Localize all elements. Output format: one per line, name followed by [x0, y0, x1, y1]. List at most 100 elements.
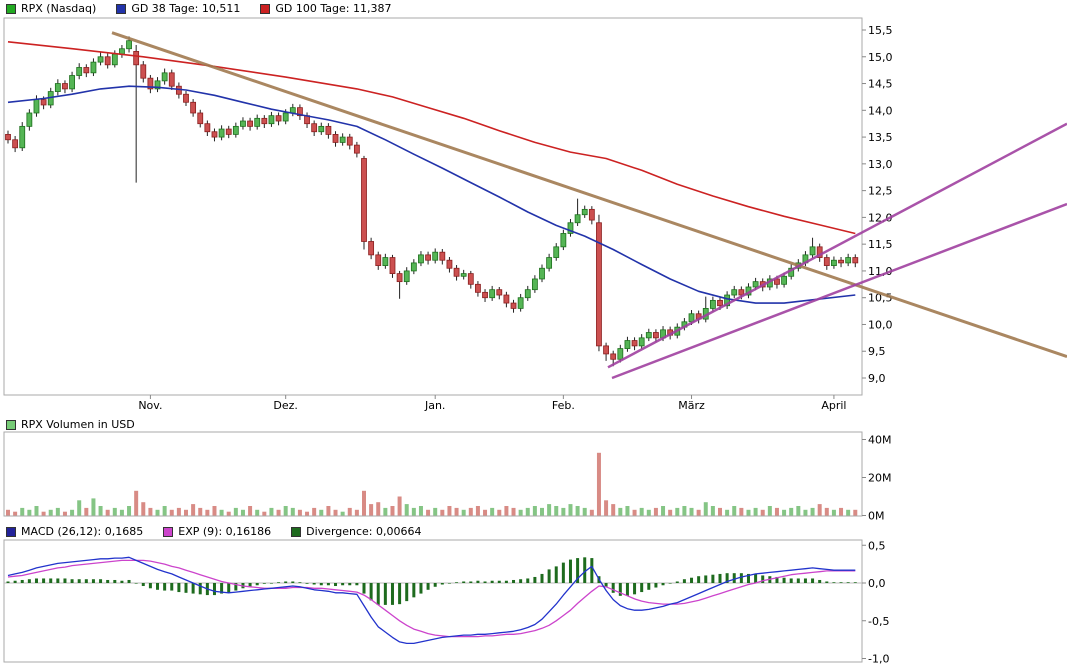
divergence-bar	[440, 583, 444, 585]
divergence-bar	[49, 578, 53, 583]
volume-bar	[440, 509, 445, 516]
candle-body	[838, 259, 844, 264]
divergence-bar	[227, 583, 231, 593]
volume-bar	[77, 500, 82, 516]
divergence-bar	[675, 581, 679, 583]
price-axis-label: 13,5	[868, 131, 893, 144]
divergence-bar	[191, 583, 195, 594]
macd-axis-label: 0,0	[868, 577, 886, 590]
macd-panel-frame	[3, 539, 863, 663]
candle-body	[638, 337, 645, 347]
candle-body	[439, 251, 446, 261]
divergence-bar	[277, 582, 281, 583]
legend-item-divergence: Divergence: 0,00664	[291, 525, 422, 538]
candle-body	[617, 348, 624, 360]
volume-bar	[105, 509, 110, 516]
candle-body	[183, 93, 189, 103]
volume-bar	[575, 506, 580, 516]
volume-legend: RPX Volumen in USD	[6, 418, 135, 431]
price-axis-label: 14,0	[868, 104, 893, 117]
volume-bar	[48, 509, 53, 516]
divergence-bar	[469, 581, 473, 583]
divergence-bar	[732, 573, 736, 583]
divergence-bar	[647, 583, 651, 590]
volume-axis-label: 0M	[868, 510, 885, 523]
price-axis-label: 9,5	[868, 345, 886, 358]
candle-body	[425, 254, 431, 261]
divergence-bar	[369, 583, 373, 601]
divergence-bar	[127, 579, 131, 583]
volume-axis-label: 40M	[868, 434, 892, 447]
volume-bar	[184, 509, 188, 516]
volume-bar	[518, 509, 523, 516]
price-axis-label: 11,5	[868, 238, 893, 251]
volume-bar	[383, 507, 388, 516]
candle-body	[752, 281, 759, 288]
candle-body	[353, 144, 360, 154]
candle-body	[254, 117, 261, 127]
divergence-bar	[583, 557, 587, 583]
candle-body	[361, 158, 367, 242]
candle-body	[126, 40, 132, 50]
divergence-bar	[419, 583, 423, 594]
candle-body	[83, 67, 90, 74]
divergence-bar	[547, 569, 551, 583]
divergence-bar	[576, 558, 580, 583]
candle-body	[268, 115, 275, 125]
divergence-bar	[20, 579, 24, 583]
legend-item-macd: MACD (26,12): 0,1685	[6, 525, 143, 538]
volume-axis-label: 20M	[868, 472, 892, 485]
candle-body	[588, 208, 595, 221]
exp-line	[7, 559, 856, 638]
volume-bar	[831, 509, 836, 516]
gd100-line	[7, 41, 856, 235]
candle-body	[190, 101, 197, 114]
divergence-bar	[796, 578, 800, 583]
divergence-bar	[697, 576, 701, 583]
candle-body	[54, 83, 61, 92]
volume-bar	[454, 507, 459, 516]
candle-body	[211, 131, 218, 138]
candle-body	[446, 259, 453, 269]
candle-body	[610, 353, 617, 360]
price-axis-label: 14,5	[868, 78, 893, 91]
uptrend-lower-line	[611, 202, 1067, 380]
divergence-bar	[184, 583, 188, 593]
candle-body	[410, 262, 417, 272]
divergence-bar	[312, 583, 316, 585]
price-legend: RPX (Nasdaq) GD 38 Tage: 10,511 GD 100 T…	[6, 2, 391, 15]
candle-body	[539, 267, 545, 280]
divergence-bar	[412, 583, 416, 598]
volume-bar	[547, 504, 552, 516]
volume-bar	[504, 506, 509, 516]
divergence-bar	[198, 583, 202, 595]
volume-bar	[746, 509, 751, 516]
candle-body	[852, 257, 859, 264]
divergence-bar	[220, 583, 224, 594]
volume-series-label: RPX Volumen in USD	[21, 418, 135, 431]
volume-panel-frame	[3, 431, 863, 517]
candle-body	[218, 128, 225, 138]
volume-bar	[846, 509, 851, 516]
divergence-bar	[447, 583, 451, 584]
price-axis-label: 12,0	[868, 211, 893, 224]
divergence-bar	[27, 579, 31, 583]
volume-bar	[718, 507, 722, 516]
candle-body	[581, 208, 588, 216]
candle-body	[524, 289, 531, 299]
divergence-bar	[362, 583, 366, 594]
volume-bar	[661, 506, 666, 516]
volume-bar	[98, 506, 103, 516]
divergence-bar	[84, 579, 88, 583]
volume-bar	[646, 509, 651, 516]
candle-body	[688, 313, 695, 323]
divergence-bar	[390, 583, 394, 605]
volume-bar	[312, 507, 317, 516]
divergence-bar	[604, 583, 608, 587]
divergence-bar	[398, 583, 402, 605]
downtrend-line	[111, 31, 1067, 359]
gd38-line	[7, 85, 856, 304]
candle-body	[368, 241, 375, 256]
volume-bar	[490, 507, 495, 516]
